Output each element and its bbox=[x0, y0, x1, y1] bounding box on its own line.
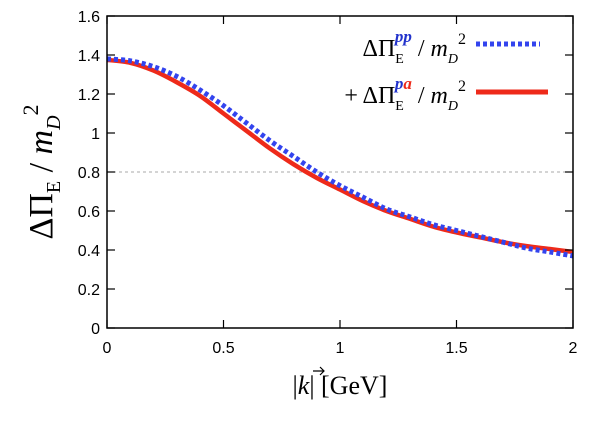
legend: ΔΠEpp / mD2 + ΔΠEpa / mD2 bbox=[344, 27, 548, 114]
vector-arrow-icon bbox=[313, 366, 325, 376]
x-tick-label: 1 bbox=[336, 340, 345, 357]
y-tick-label: 0.2 bbox=[78, 282, 100, 299]
x-tick-label: 0 bbox=[103, 340, 112, 357]
y-tick-label: 1.6 bbox=[78, 9, 100, 26]
x-tick-label: 2 bbox=[569, 340, 578, 357]
x-tick-label: 0.5 bbox=[212, 340, 234, 357]
y-tick-label: 0.6 bbox=[78, 204, 100, 221]
y-tick-label: 1.4 bbox=[78, 48, 100, 65]
y-axis-label: ΔΠE / mD2 bbox=[18, 104, 65, 239]
series-line-pa bbox=[106, 57, 574, 255]
x-tick-label: 1.5 bbox=[445, 340, 467, 357]
y-tick-label: 0 bbox=[91, 321, 100, 338]
series-line-pp bbox=[106, 56, 574, 259]
y-tick-label: 1 bbox=[91, 126, 100, 143]
legend-entry-pp: ΔΠEpp / mD2 bbox=[363, 27, 466, 67]
y-tick-label: 0.8 bbox=[78, 165, 100, 182]
x-axis-label: |k| [GeV] bbox=[293, 371, 388, 400]
y-tick-label: 0.4 bbox=[78, 243, 100, 260]
legend-entry-pa: + ΔΠEpa / mD2 bbox=[344, 74, 466, 114]
y-tick-label: 1.2 bbox=[78, 87, 100, 104]
